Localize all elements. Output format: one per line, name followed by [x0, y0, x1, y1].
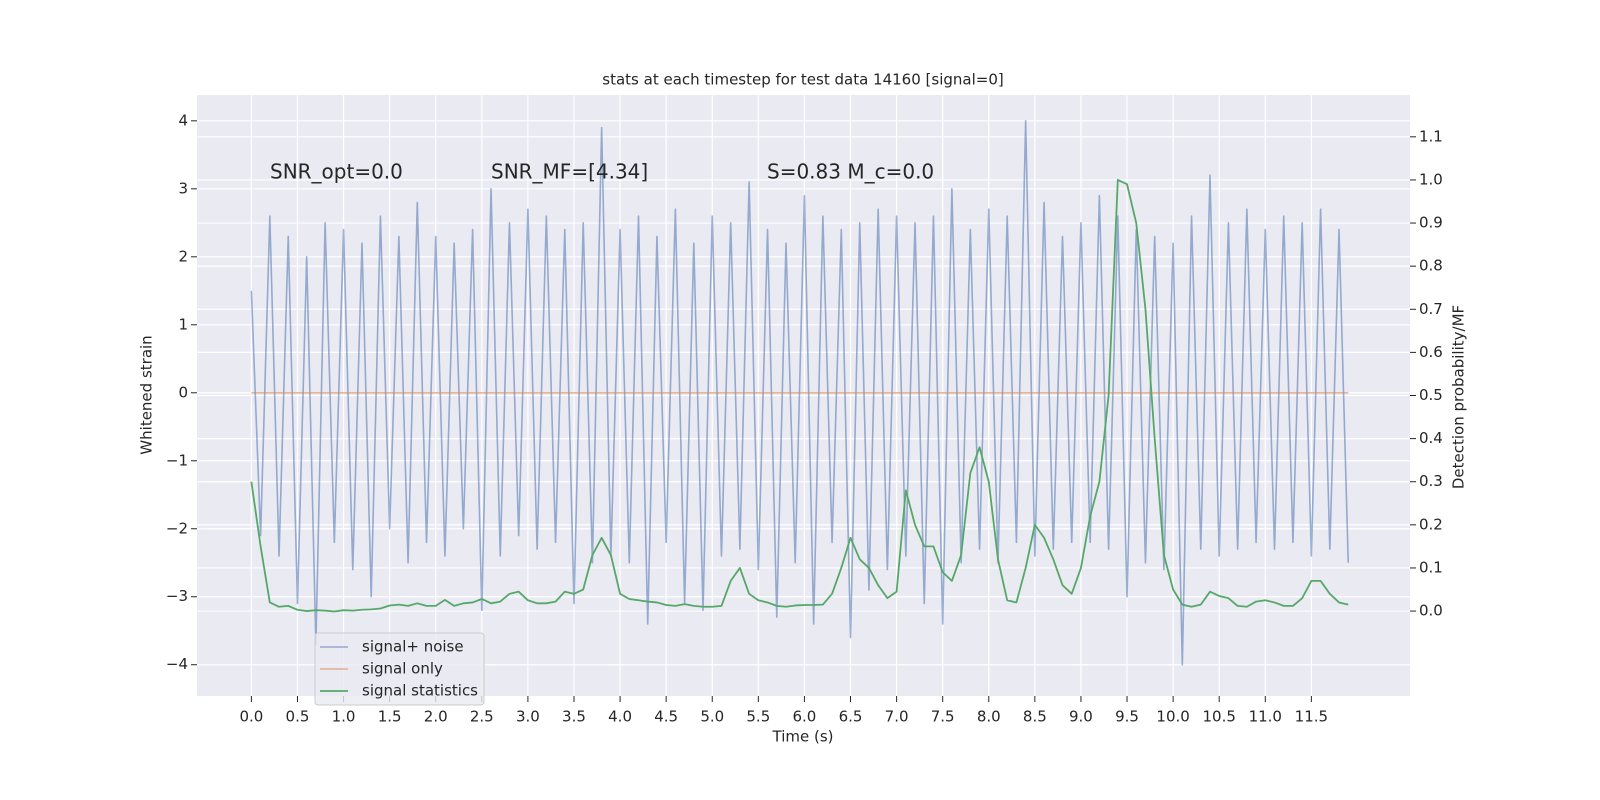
chart-title: stats at each timestep for test data 141… — [602, 71, 1003, 89]
y2-tick-label: 0.3 — [1419, 472, 1443, 490]
x-tick-label: 8.5 — [1023, 708, 1047, 726]
y2-tick-label: 0.0 — [1419, 602, 1443, 620]
y-tick-label: −4 — [166, 655, 188, 673]
y2-tick-label: 0.2 — [1419, 515, 1443, 533]
x-tick-label: 3.0 — [516, 708, 540, 726]
legend-box — [314, 632, 485, 706]
y2-tick-label: 1.1 — [1419, 127, 1443, 145]
y2-tick-label: 0.8 — [1419, 257, 1443, 275]
legend-label: signal only — [362, 660, 443, 678]
y2-tick-label: 0.6 — [1419, 343, 1443, 361]
y2-tick-label: 1.0 — [1419, 170, 1443, 188]
x-tick-label: 4.5 — [654, 708, 678, 726]
y-tick-label: −3 — [166, 587, 188, 605]
y-tick-label: 2 — [178, 247, 188, 265]
legend: signal+ noise signal only signal statistic… — [314, 632, 485, 706]
y2-tick-label: 0.9 — [1419, 214, 1443, 232]
x-tick-label: 3.5 — [562, 708, 586, 726]
y-tick-label: −1 — [166, 451, 188, 469]
x-tick-label: 9.5 — [1115, 708, 1139, 726]
x-tick-label: 8.0 — [977, 708, 1001, 726]
y2-axis-label: Detection probability/MF — [1450, 305, 1468, 489]
x-tick-label: 0.5 — [286, 708, 310, 726]
legend-label: signal statistics — [362, 682, 478, 700]
x-tick-label: 4.0 — [608, 708, 632, 726]
x-tick-label: 9.0 — [1069, 708, 1093, 726]
x-tick-label: 10.0 — [1156, 708, 1189, 726]
y-tick-label: 1 — [178, 315, 188, 333]
y-tick-label: 3 — [178, 179, 188, 197]
x-tick-label: 2.0 — [424, 708, 448, 726]
x-tick-label: 7.5 — [931, 708, 955, 726]
x-tick-label: 5.5 — [746, 708, 770, 726]
x-tick-label: 1.0 — [332, 708, 356, 726]
x-tick-label: 11.5 — [1295, 708, 1328, 726]
x-tick-label: 0.0 — [239, 708, 263, 726]
x-tick-label: 5.0 — [700, 708, 724, 726]
legend-label: signal+ noise — [362, 638, 464, 656]
y2-tick-label: 0.5 — [1419, 386, 1443, 404]
x-tick-label: 10.5 — [1202, 708, 1235, 726]
y-axis-label: Whitened strain — [138, 335, 156, 454]
x-tick-label: 6.0 — [792, 708, 816, 726]
x-tick-label: 11.0 — [1249, 708, 1282, 726]
annotation: SNR_MF=[4.34] — [491, 160, 648, 184]
y2-tick-label: 0.1 — [1419, 558, 1443, 576]
x-tick-label: 2.5 — [470, 708, 494, 726]
x-tick-label: 1.5 — [378, 708, 402, 726]
series-line — [250, 120, 1350, 666]
x-axis-label: Time (s) — [772, 728, 834, 746]
y2-tick-label: 0.4 — [1419, 429, 1443, 447]
y-tick-label: −2 — [166, 519, 188, 537]
y-tick-label: 0 — [178, 383, 188, 401]
x-tick-label: 7.0 — [885, 708, 909, 726]
annotation: S=0.83 M_c=0.0 — [767, 160, 934, 184]
x-tick-label: 6.5 — [839, 708, 863, 726]
annotation: SNR_opt=0.0 — [270, 160, 403, 184]
y-tick-label: 4 — [178, 111, 188, 129]
y2-tick-label: 0.7 — [1419, 300, 1443, 318]
series-line — [250, 179, 1349, 613]
